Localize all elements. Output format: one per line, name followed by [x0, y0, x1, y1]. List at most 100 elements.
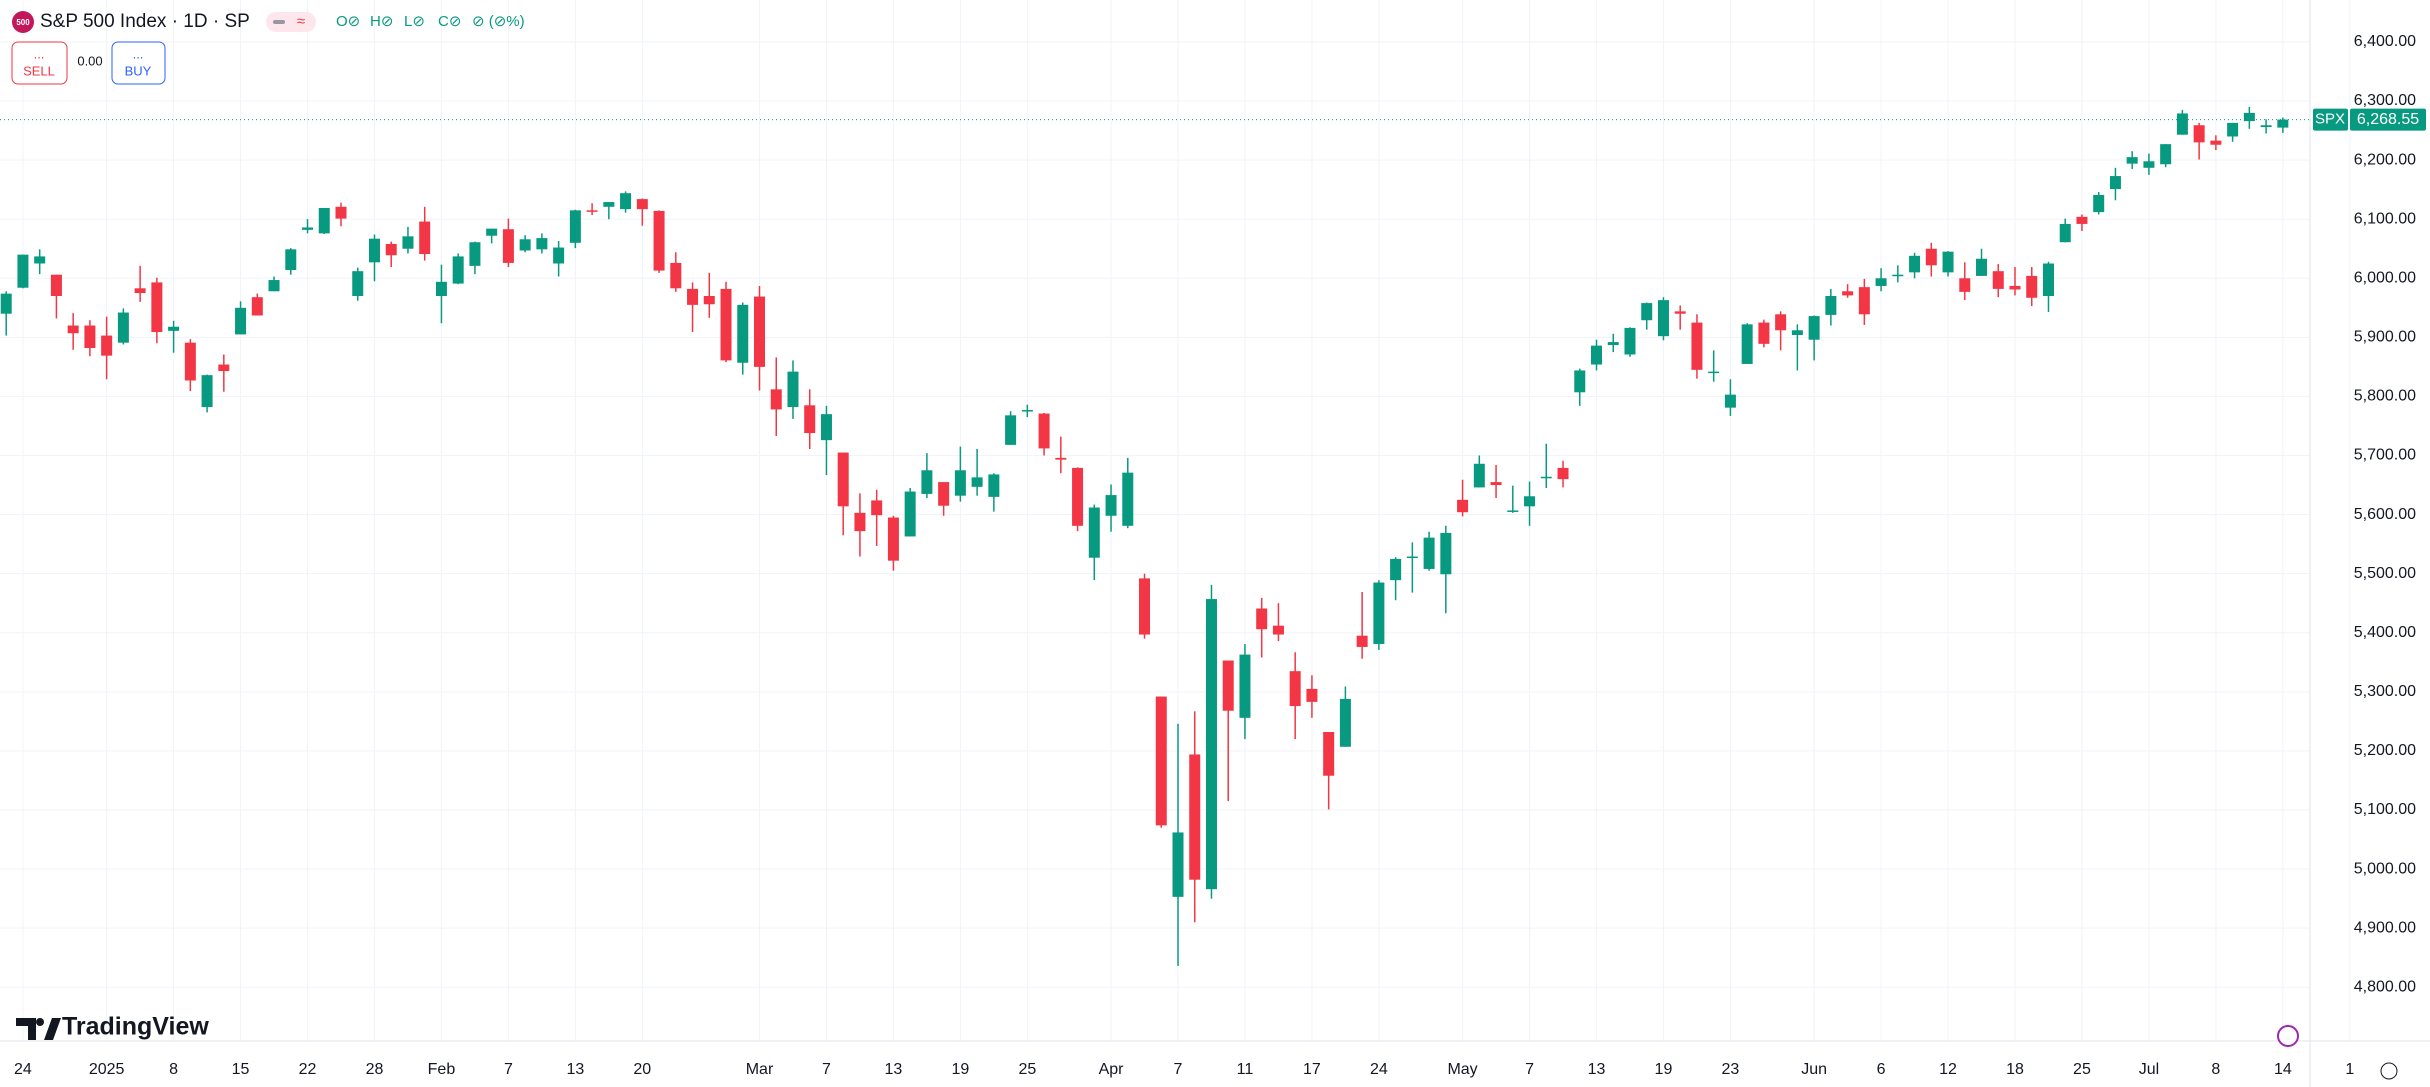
pill-icon [273, 20, 285, 24]
brand-logo [36, 1018, 44, 1026]
candle-body [1875, 278, 1887, 286]
candle-body [1272, 625, 1284, 635]
candle-body [854, 512, 866, 532]
candle-body [318, 207, 330, 234]
pill-icon: ≈ [297, 13, 305, 30]
candle-body [1072, 467, 1084, 526]
candle-body [1122, 472, 1134, 526]
candle-body [385, 244, 397, 256]
x-tick-label: Jul [2139, 1061, 2159, 1078]
buy-button[interactable] [111, 41, 166, 85]
candle-body [1925, 248, 1937, 266]
candle-body [1724, 394, 1736, 408]
y-tick-label: 5,200.00 [2354, 742, 2416, 759]
candle-body [2009, 285, 2021, 290]
candle-body [2243, 112, 2255, 122]
x-tick-label: 7 [1174, 1061, 1183, 1078]
candle-body [368, 238, 380, 263]
x-tick-label: 23 [1722, 1061, 1740, 1078]
candle-body [1339, 698, 1351, 747]
candle-body [519, 239, 531, 251]
candle-body [1507, 510, 1519, 512]
candle-body [2093, 194, 2105, 213]
candle-body [1624, 327, 1636, 355]
candle-body [151, 282, 163, 333]
candle-body [787, 371, 799, 408]
x-tick-label: 15 [232, 1061, 250, 1078]
candle-body [2109, 176, 2121, 190]
candle-body [2160, 144, 2172, 165]
candle-body [938, 482, 950, 506]
symbol-logo[interactable] [12, 11, 34, 33]
candle-body [720, 288, 732, 361]
candle-body [1406, 556, 1418, 559]
candle-body [2026, 275, 2038, 298]
last-price-tag [2350, 108, 2426, 131]
candle-body [1306, 688, 1318, 702]
x-tick-label: 28 [366, 1061, 384, 1078]
symbol-logo-text: 500 [16, 18, 30, 27]
candle-body [302, 227, 314, 230]
candle-body [687, 288, 699, 305]
y-tick-label: 5,900.00 [2354, 329, 2416, 346]
events-icon[interactable] [2277, 1025, 2299, 1047]
candle-body [1557, 467, 1569, 480]
candle-body [1205, 599, 1217, 890]
x-tick-label: 7 [1525, 1061, 1534, 1078]
sell-price: ... [34, 46, 45, 61]
brand-logo [16, 1018, 61, 1040]
candle-body [1758, 322, 1770, 344]
candle-body [1155, 696, 1167, 826]
legend-item: O⊘ [336, 13, 360, 30]
candle-body [34, 256, 46, 264]
candle-body [1005, 415, 1017, 445]
buy-label: BUY [125, 63, 152, 78]
candle-body [1992, 271, 2004, 289]
symbol-tag-text: SPX [2315, 111, 2345, 128]
candle-body [1038, 413, 1050, 449]
candle-body [971, 477, 983, 487]
indicator-pill[interactable] [266, 12, 316, 32]
x-tick-label: 24 [14, 1061, 32, 1078]
candle-body [871, 500, 883, 516]
x-tick-label: 18 [2006, 1061, 2024, 1078]
x-tick-label: 22 [299, 1061, 317, 1078]
candle-body [218, 364, 230, 372]
candle-body [1139, 578, 1151, 635]
candle-body [804, 405, 816, 434]
sell-label: SELL [23, 63, 55, 78]
spread: 0.00 [77, 53, 102, 68]
candle-body [285, 249, 297, 270]
grid [0, 0, 2351, 1041]
x-tick-label: 11 [1237, 1061, 1254, 1078]
x-tick-label: 13 [885, 1061, 903, 1078]
sell-button[interactable] [11, 41, 68, 85]
chart-title[interactable]: S&P 500 Index · 1D · SP [40, 11, 250, 32]
x-tick-label: 12 [1939, 1061, 1957, 1078]
candle-body [1976, 258, 1988, 276]
candle-body [1356, 635, 1368, 647]
candle-body [1088, 507, 1100, 558]
candles [0, 106, 2310, 966]
y-tick-label: 5,600.00 [2354, 506, 2416, 523]
legend-item: L⊘ [404, 13, 425, 30]
x-tick-label: May [1447, 1061, 1477, 1078]
candle-body [2193, 125, 2205, 143]
buy-price: ... [133, 46, 144, 61]
settings-icon[interactable] [2380, 1062, 2398, 1080]
candle-body [1775, 314, 1787, 331]
candle-body [1808, 316, 1820, 340]
candle-body [1674, 311, 1686, 314]
candle-body [536, 238, 548, 250]
candle-body [2059, 223, 2071, 243]
candle-body [1858, 287, 1870, 315]
candle-body [352, 271, 364, 296]
candle-body [452, 256, 464, 284]
candle-body [2277, 119, 2289, 128]
candle-body [1021, 410, 1033, 412]
candle-body [50, 274, 62, 296]
candle-body [2227, 122, 2239, 137]
candle-body [1708, 371, 1720, 374]
candle-body [837, 452, 849, 507]
